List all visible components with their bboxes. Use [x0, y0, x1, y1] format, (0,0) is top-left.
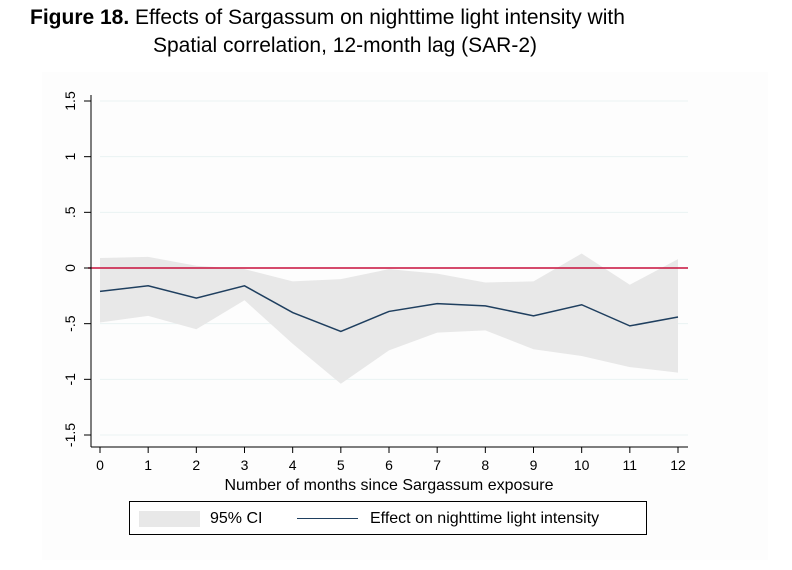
x-axis-label: Number of months since Sargassum exposur… [224, 477, 553, 494]
title-line-1: Effects of Sargassum on nighttime light … [135, 6, 625, 29]
legend-line-swatch [297, 518, 358, 519]
ci-band [100, 253, 678, 384]
legend-ci-swatch [139, 511, 200, 527]
effect-line [99, 285, 679, 333]
x-tick-label: 7 [433, 457, 441, 473]
y-tick-label: .5 [62, 206, 78, 218]
y-tick-label: -1.5 [62, 423, 78, 447]
x-tick-label: 4 [289, 457, 297, 473]
legend-ci-label: 95% CI [210, 510, 263, 527]
x-tick-label: 9 [530, 457, 538, 473]
y-tick-label: 1 [62, 153, 78, 161]
y-tick-label: -1 [62, 373, 78, 386]
x-tick-label: 11 [623, 457, 638, 473]
figure-title: Figure 18. Effects of Sargassum on night… [30, 4, 770, 60]
x-tick-label: 2 [192, 457, 200, 473]
x-tick-label: 6 [385, 457, 393, 473]
x-tick-label: 12 [670, 457, 686, 473]
legend-line-label: Effect on nighttime light intensity [370, 510, 600, 527]
x-tick-label: 0 [96, 457, 104, 473]
x-tick-label: 10 [574, 457, 590, 473]
y-tick-label: 1.5 [62, 91, 78, 111]
y-tick-label: -.5 [62, 315, 78, 332]
axes: -1.5-1-.50.511.50 1 2 3 4 5 6 7 8 9 10 11 12 [62, 91, 688, 473]
x-tick-label: 5 [337, 457, 345, 473]
legend: 95% CI Effect on nighttime light intensi… [129, 501, 647, 535]
x-tick-label: 8 [481, 457, 489, 473]
y-tick-label: 0 [62, 264, 78, 272]
x-tick-label: 1 [144, 457, 152, 473]
x-tick-label: 3 [241, 457, 249, 473]
figure-label: Figure 18. [30, 6, 130, 29]
title-line-2: Spatial correlation, 12-month lag (SAR-2… [153, 34, 538, 57]
